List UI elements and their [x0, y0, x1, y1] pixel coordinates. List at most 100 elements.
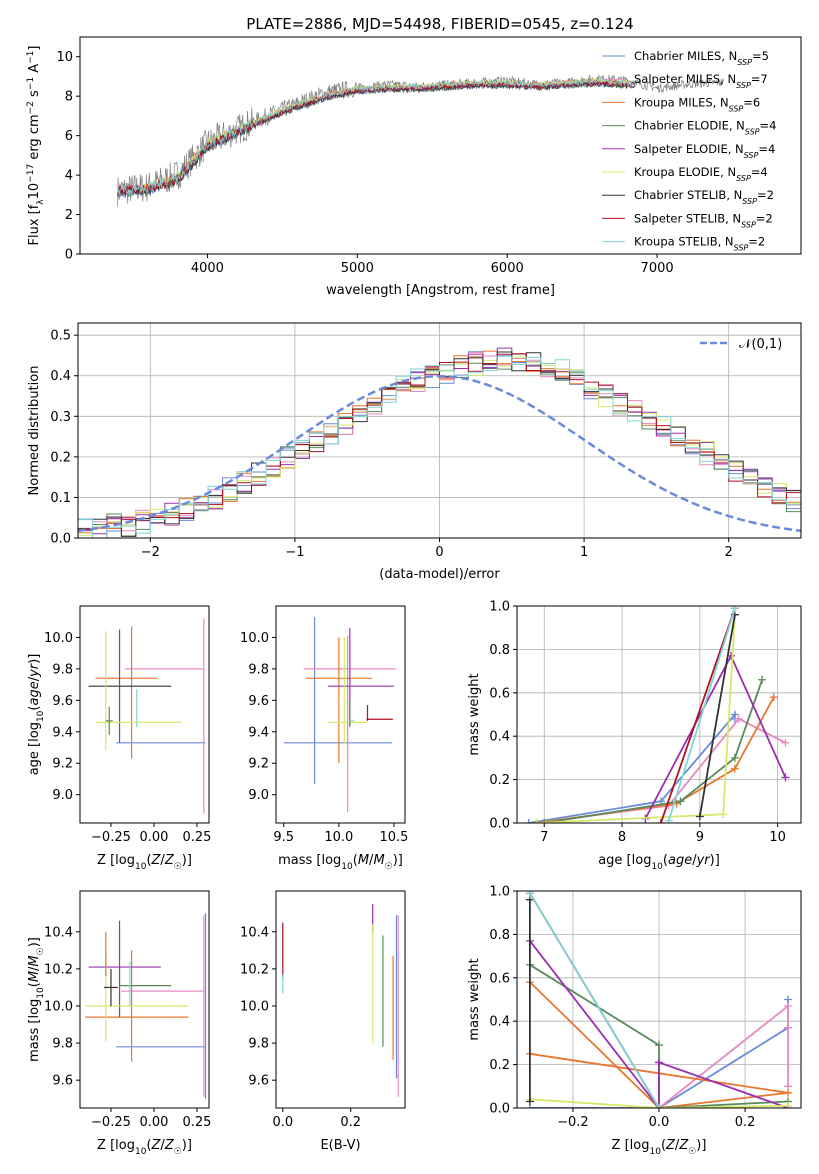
y-tick-label: 0.4: [50, 369, 71, 384]
y-tick-label: 0.2: [489, 773, 510, 788]
x-tick-label: 10.0: [324, 830, 353, 845]
axes: 4000 5000 6000 7000 0 2 4 6 8 10 wavelength [Angst…: [26, 36, 802, 298]
weight-marker: [524, 819, 533, 823]
weight-line: [698, 614, 736, 817]
x-tick-label: 10.5: [379, 830, 408, 845]
legend-entry: Kroupa MILES, NSSP=6: [634, 95, 760, 113]
plot-area: [78, 347, 801, 538]
errorbar-point: [104, 968, 118, 1006]
legend-entry: Salpeter STELIB, NSSP=2: [634, 211, 773, 229]
axes-frame: [79, 890, 210, 1109]
weight-marker: [655, 1104, 663, 1108]
y-tick-label: 0.0: [50, 532, 71, 547]
x-axis-label: wavelength [Angstrom, rest frame]: [326, 283, 555, 298]
y-tick-label: 0.3: [50, 410, 71, 425]
y-tick-label: 10.0: [44, 999, 73, 1014]
weight-line: [529, 892, 660, 1108]
weight-marker: [730, 753, 739, 762]
weight-line: [658, 1004, 789, 1108]
weight-marker: [784, 1002, 793, 1011]
x-tick-label: 0.00: [139, 830, 168, 845]
spectrum-model-line: [117, 77, 634, 195]
axes-frame: [79, 36, 802, 255]
y-tick-label: 2: [65, 208, 73, 223]
y-tick-label: 4: [65, 169, 73, 184]
y-tick-label: 0.6: [489, 971, 510, 986]
plot-area: [85, 913, 207, 1099]
y-axis-label: Normed distribution: [27, 366, 42, 496]
plot-area: [282, 903, 399, 1097]
y-tick-label: 10: [56, 50, 73, 65]
weight-marker: [655, 1041, 663, 1050]
y-tick-label: 0.8: [489, 928, 510, 943]
y-tick-label: 9.4: [248, 725, 269, 740]
weight-marker: [730, 764, 739, 773]
weight-marker: [676, 797, 685, 806]
legend-entry: Chabrier ELODIE, NSSP=4: [634, 119, 776, 137]
legend-entry: Chabrier STELIB, NSSP=2: [634, 188, 774, 206]
x-tick-label: 0.2: [735, 1115, 756, 1130]
panel-age_vs_mass: 9.5 10.0 10.5 9.0 9.2 9.4 9.6 9.8 10.0 mass [log1…: [240, 605, 408, 872]
y-tick-label: 10.0: [240, 631, 269, 646]
y-tick-label: 10.4: [240, 925, 269, 940]
weight-line: [529, 1098, 789, 1108]
weight-marker: [719, 810, 728, 819]
spectrum-model-line: [117, 77, 628, 196]
spectrum-model-line: [117, 78, 632, 196]
x-axis-label: (data-model)/error: [379, 567, 500, 582]
weight-line: [667, 607, 736, 822]
x-tick-label: −0.25: [91, 1115, 131, 1130]
plot-area: [525, 891, 793, 1108]
x-tick-label: 0.00: [139, 1115, 168, 1130]
x-tick-label: −2: [141, 545, 160, 560]
y-tick-label: 10.2: [240, 962, 269, 977]
axes: 0.0 0.2 9.6 9.8 10.0 10.2 10.4 E(B-V): [240, 890, 406, 1153]
y-tick-label: 0.1: [50, 491, 71, 506]
x-axis-label: Z [log10(Z/Z☉)]: [97, 1138, 192, 1157]
legend-entry: Salpeter MILES, NSSP=7: [634, 72, 768, 90]
spectrum-model-line: [117, 77, 639, 195]
y-tick-label: 8: [65, 90, 73, 105]
axes-frame: [79, 605, 210, 824]
spectrum-model-line: [117, 79, 637, 196]
y-tick-label: 9.2: [248, 757, 269, 772]
y-tick-label: 0.8: [489, 643, 510, 658]
weight-line: [536, 717, 786, 823]
axes-frame: [275, 605, 406, 824]
y-tick-label: 9.6: [248, 1074, 269, 1089]
axes: −0.25 0.00 0.25 9.6 9.8 10.0 10.2 10.4 Z [log10(…: [27, 890, 211, 1157]
x-tick-label: −1: [285, 545, 304, 560]
weight-series: [525, 891, 663, 1108]
weight-series: [532, 610, 739, 823]
legend-entry: Kroupa ELODIE, NSSP=4: [634, 165, 768, 183]
x-axis-label: Z [log10(Z/Z☉)]: [612, 1138, 707, 1157]
panel-spectrum: 4000 5000 6000 7000 0 2 4 6 8 10 wavelength [Angst…: [26, 36, 802, 298]
x-tick-label: 4000: [191, 261, 224, 276]
y-tick-label: 0.6: [489, 686, 510, 701]
panel-mass_vs_Z: −0.25 0.00 0.25 9.6 9.8 10.0 10.2 10.4 Z [log10(…: [27, 890, 211, 1157]
figure-title: PLATE=2886, MJD=54498, FIBERID=0545, z=0…: [246, 15, 633, 33]
x-axis-label: age [log10(age/yr)]: [598, 853, 720, 872]
y-tick-label: 9.6: [52, 1074, 73, 1089]
y-tick-label: 10.4: [44, 925, 73, 940]
weight-marker: [730, 606, 739, 613]
y-tick-label: 10.0: [44, 631, 73, 646]
weight-marker: [540, 819, 549, 823]
x-tick-label: 1: [580, 545, 588, 560]
weight-series: [540, 675, 767, 823]
legend-entry: Salpeter ELODIE, NSSP=4: [634, 142, 775, 160]
weight-series: [532, 693, 778, 823]
y-tick-label: 9.8: [248, 1037, 269, 1052]
y-tick-label: 0.5: [50, 329, 71, 344]
x-tick-label: −0.25: [91, 830, 131, 845]
weight-marker: [784, 1088, 793, 1097]
y-axis-label: mass weight: [467, 958, 482, 1040]
x-tick-label: 9.5: [273, 830, 294, 845]
weight-marker: [734, 714, 743, 723]
residual-legend: 𝒩(0,1): [700, 337, 782, 352]
panel-residuals: −2 −1 0 1 2 0.0 0.1 0.2 0.3 0.4 0.5 (data-model)/er…: [27, 322, 802, 582]
x-axis-label: mass [log10(M/M☉)]: [278, 853, 403, 872]
x-tick-label: 6000: [491, 261, 524, 276]
weight-marker: [525, 891, 534, 898]
